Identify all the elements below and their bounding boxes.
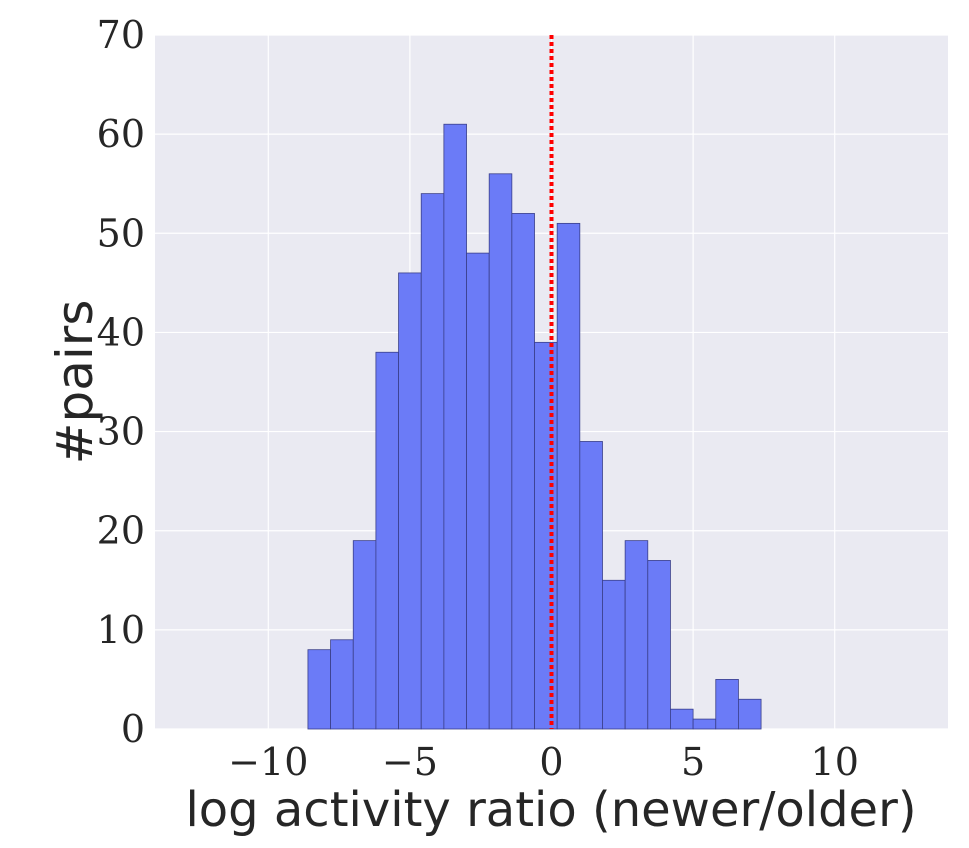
histogram-bar <box>488 173 513 730</box>
histogram-bar <box>330 639 354 730</box>
histogram-bar <box>420 193 445 730</box>
x-axis-label: log activity ratio (newer/older) <box>185 782 916 838</box>
histogram-bar <box>534 341 558 730</box>
y-tick-label: 0 <box>121 707 145 751</box>
histogram-bar <box>511 213 535 730</box>
histogram-bar <box>738 698 762 730</box>
y-tick-label: 50 <box>97 211 145 255</box>
x-tick-label: −10 <box>228 740 308 784</box>
histogram-bar <box>398 272 422 730</box>
y-tick-label: 20 <box>97 509 145 553</box>
y-tick-label: 70 <box>97 13 145 57</box>
histogram-bar <box>579 441 603 730</box>
histogram-bar <box>556 222 581 730</box>
x-tick-label: −5 <box>382 740 438 784</box>
x-tick-label: 0 <box>539 740 563 784</box>
histogram-bar <box>352 540 377 730</box>
y-axis-label: #pairs <box>46 300 104 465</box>
histogram-bar <box>602 579 626 730</box>
histogram-bar <box>307 649 331 730</box>
histogram-bar <box>670 708 694 730</box>
histogram-bars <box>307 123 762 730</box>
x-tick-label: 5 <box>681 740 705 784</box>
histogram-bar <box>375 351 399 730</box>
x-tick-label: 10 <box>811 740 859 784</box>
histogram-bar <box>466 252 490 730</box>
histogram-bar <box>624 540 649 730</box>
histogram-bar <box>692 718 717 730</box>
y-tick-label: 30 <box>97 410 145 454</box>
y-tick-label: 40 <box>97 310 145 354</box>
histogram-bar <box>715 679 739 730</box>
x-tick-labels: −10 −5 0 5 10 <box>228 740 859 784</box>
y-tick-label: 10 <box>97 608 145 652</box>
y-tick-labels: 0 10 20 30 40 50 60 70 <box>97 13 145 751</box>
y-tick-label: 60 <box>97 112 145 156</box>
histogram-bar <box>443 123 467 730</box>
histogram-bar <box>647 560 671 730</box>
